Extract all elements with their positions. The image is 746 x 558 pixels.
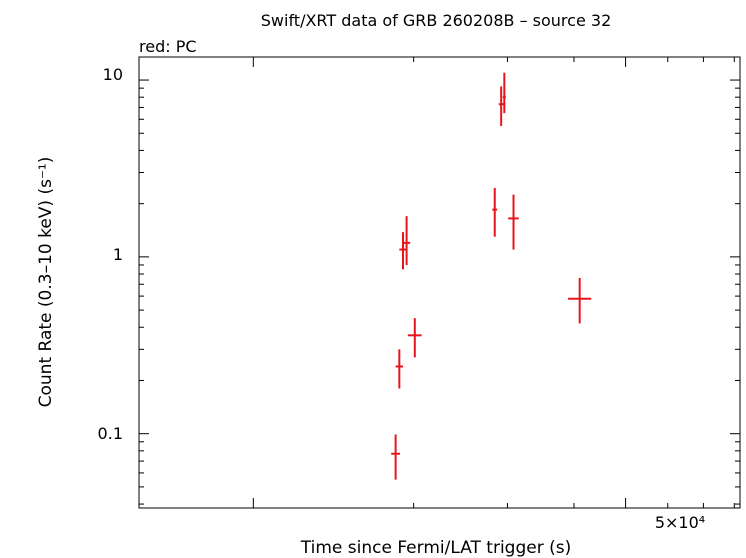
data-point — [402, 216, 411, 265]
y-tick-label-1: 1 — [113, 245, 123, 264]
data-point — [399, 232, 407, 270]
data-point — [568, 277, 592, 324]
axis-ticks — [139, 57, 740, 508]
data-point — [502, 72, 506, 114]
data-point — [395, 349, 403, 389]
data-point — [492, 188, 498, 237]
chart-title: Swift/XRT data of GRB 260208B – source 3… — [261, 11, 612, 30]
data-point — [498, 86, 504, 126]
data-point — [508, 194, 519, 250]
x-axis-label: Time since Fermi/LAT trigger (s) — [300, 538, 571, 558]
y-tick-label-0.1: 0.1 — [98, 424, 123, 443]
data-point — [407, 318, 422, 358]
plot-frame — [138, 56, 741, 509]
data-points — [391, 72, 592, 480]
y-tick-label-10: 10 — [103, 65, 123, 84]
chart-subtitle: red: PC — [139, 37, 197, 56]
data-point — [391, 434, 400, 480]
x-tick-label-5e4: 5×10⁴ — [655, 513, 705, 532]
y-axis-label: Count Rate (0.3–10 keV) (s⁻¹) — [36, 157, 56, 408]
